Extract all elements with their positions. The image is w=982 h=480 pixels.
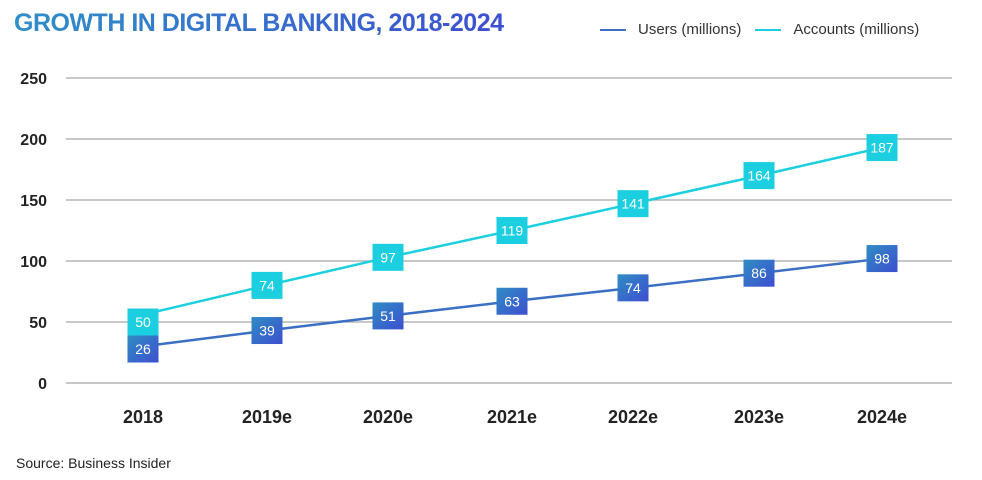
chart-title: GROWTH IN DIGITAL BANKING, 2018-2024 — [14, 9, 504, 37]
data-label-box — [743, 259, 775, 287]
users-data-point: 26 — [127, 335, 159, 363]
users-data-point: 39 — [251, 317, 283, 345]
data-label: 97 — [380, 249, 396, 265]
data-label: 164 — [747, 168, 771, 184]
data-label-box — [866, 245, 898, 273]
x-tick-label: 2018 — [123, 407, 163, 427]
data-label-box — [127, 335, 159, 363]
data-label-box — [496, 287, 528, 315]
accounts-data-point: 50 — [127, 308, 159, 336]
x-tick-label: 2024e — [857, 407, 907, 427]
legend: Users (millions) Accounts (millions) — [600, 21, 933, 38]
x-tick-label: 2020e — [363, 407, 413, 427]
accounts-data-point: 164 — [743, 162, 775, 190]
users-data-point: 86 — [743, 259, 775, 287]
data-label-box — [496, 217, 528, 244]
data-label: 141 — [621, 196, 645, 212]
y-tick-label: 150 — [20, 193, 47, 210]
users-data-point: 63 — [496, 287, 528, 315]
data-label-box — [251, 271, 283, 299]
data-label-box — [372, 243, 404, 271]
data-label: 51 — [380, 308, 396, 324]
y-tick-label: 0 — [38, 376, 47, 393]
accounts-data-point: 187 — [866, 134, 898, 162]
data-label: 86 — [751, 265, 767, 281]
x-tick-label: 2023e — [734, 407, 784, 427]
accounts-data-point: 141 — [617, 190, 649, 218]
data-label: 74 — [259, 277, 275, 293]
y-tick-label: 50 — [29, 315, 47, 332]
users-data-point: 98 — [866, 245, 898, 273]
data-label: 187 — [870, 140, 894, 156]
y-tick-label: 200 — [20, 132, 47, 149]
legend-item-accounts: Accounts (millions) — [755, 21, 919, 38]
data-label: 39 — [259, 323, 275, 339]
legend-swatch-users — [600, 28, 626, 31]
legend-label-users: Users (millions) — [638, 21, 742, 38]
legend-label-accounts: Accounts (millions) — [793, 21, 920, 38]
x-tick-label: 2019e — [242, 407, 292, 427]
data-label-box — [617, 274, 649, 302]
data-label-box — [127, 308, 159, 336]
accounts-data-point: 119 — [496, 217, 528, 244]
data-label: 98 — [874, 251, 890, 267]
data-label-box — [743, 162, 775, 190]
accounts-data-point: 74 — [251, 271, 283, 299]
users-data-point: 74 — [617, 274, 649, 302]
source-note: Source: Business Insider — [16, 455, 171, 471]
data-label: 74 — [625, 280, 641, 296]
data-label: 63 — [504, 293, 520, 309]
data-label: 50 — [135, 314, 151, 330]
users-data-point: 51 — [372, 302, 404, 330]
x-tick-label: 2022e — [608, 407, 658, 427]
legend-item-users: Users (millions) — [600, 21, 741, 38]
data-label-box — [866, 134, 898, 162]
x-tick-label: 2021e — [487, 407, 537, 427]
data-label-box — [251, 317, 283, 345]
legend-swatch-accounts — [755, 28, 782, 31]
data-label-box — [617, 190, 649, 218]
data-label-box — [372, 302, 404, 330]
y-tick-label: 250 — [20, 71, 47, 88]
y-tick-label: 100 — [20, 254, 47, 271]
data-label: 119 — [501, 223, 524, 239]
data-label: 26 — [135, 341, 151, 357]
accounts-data-point: 97 — [372, 243, 404, 271]
